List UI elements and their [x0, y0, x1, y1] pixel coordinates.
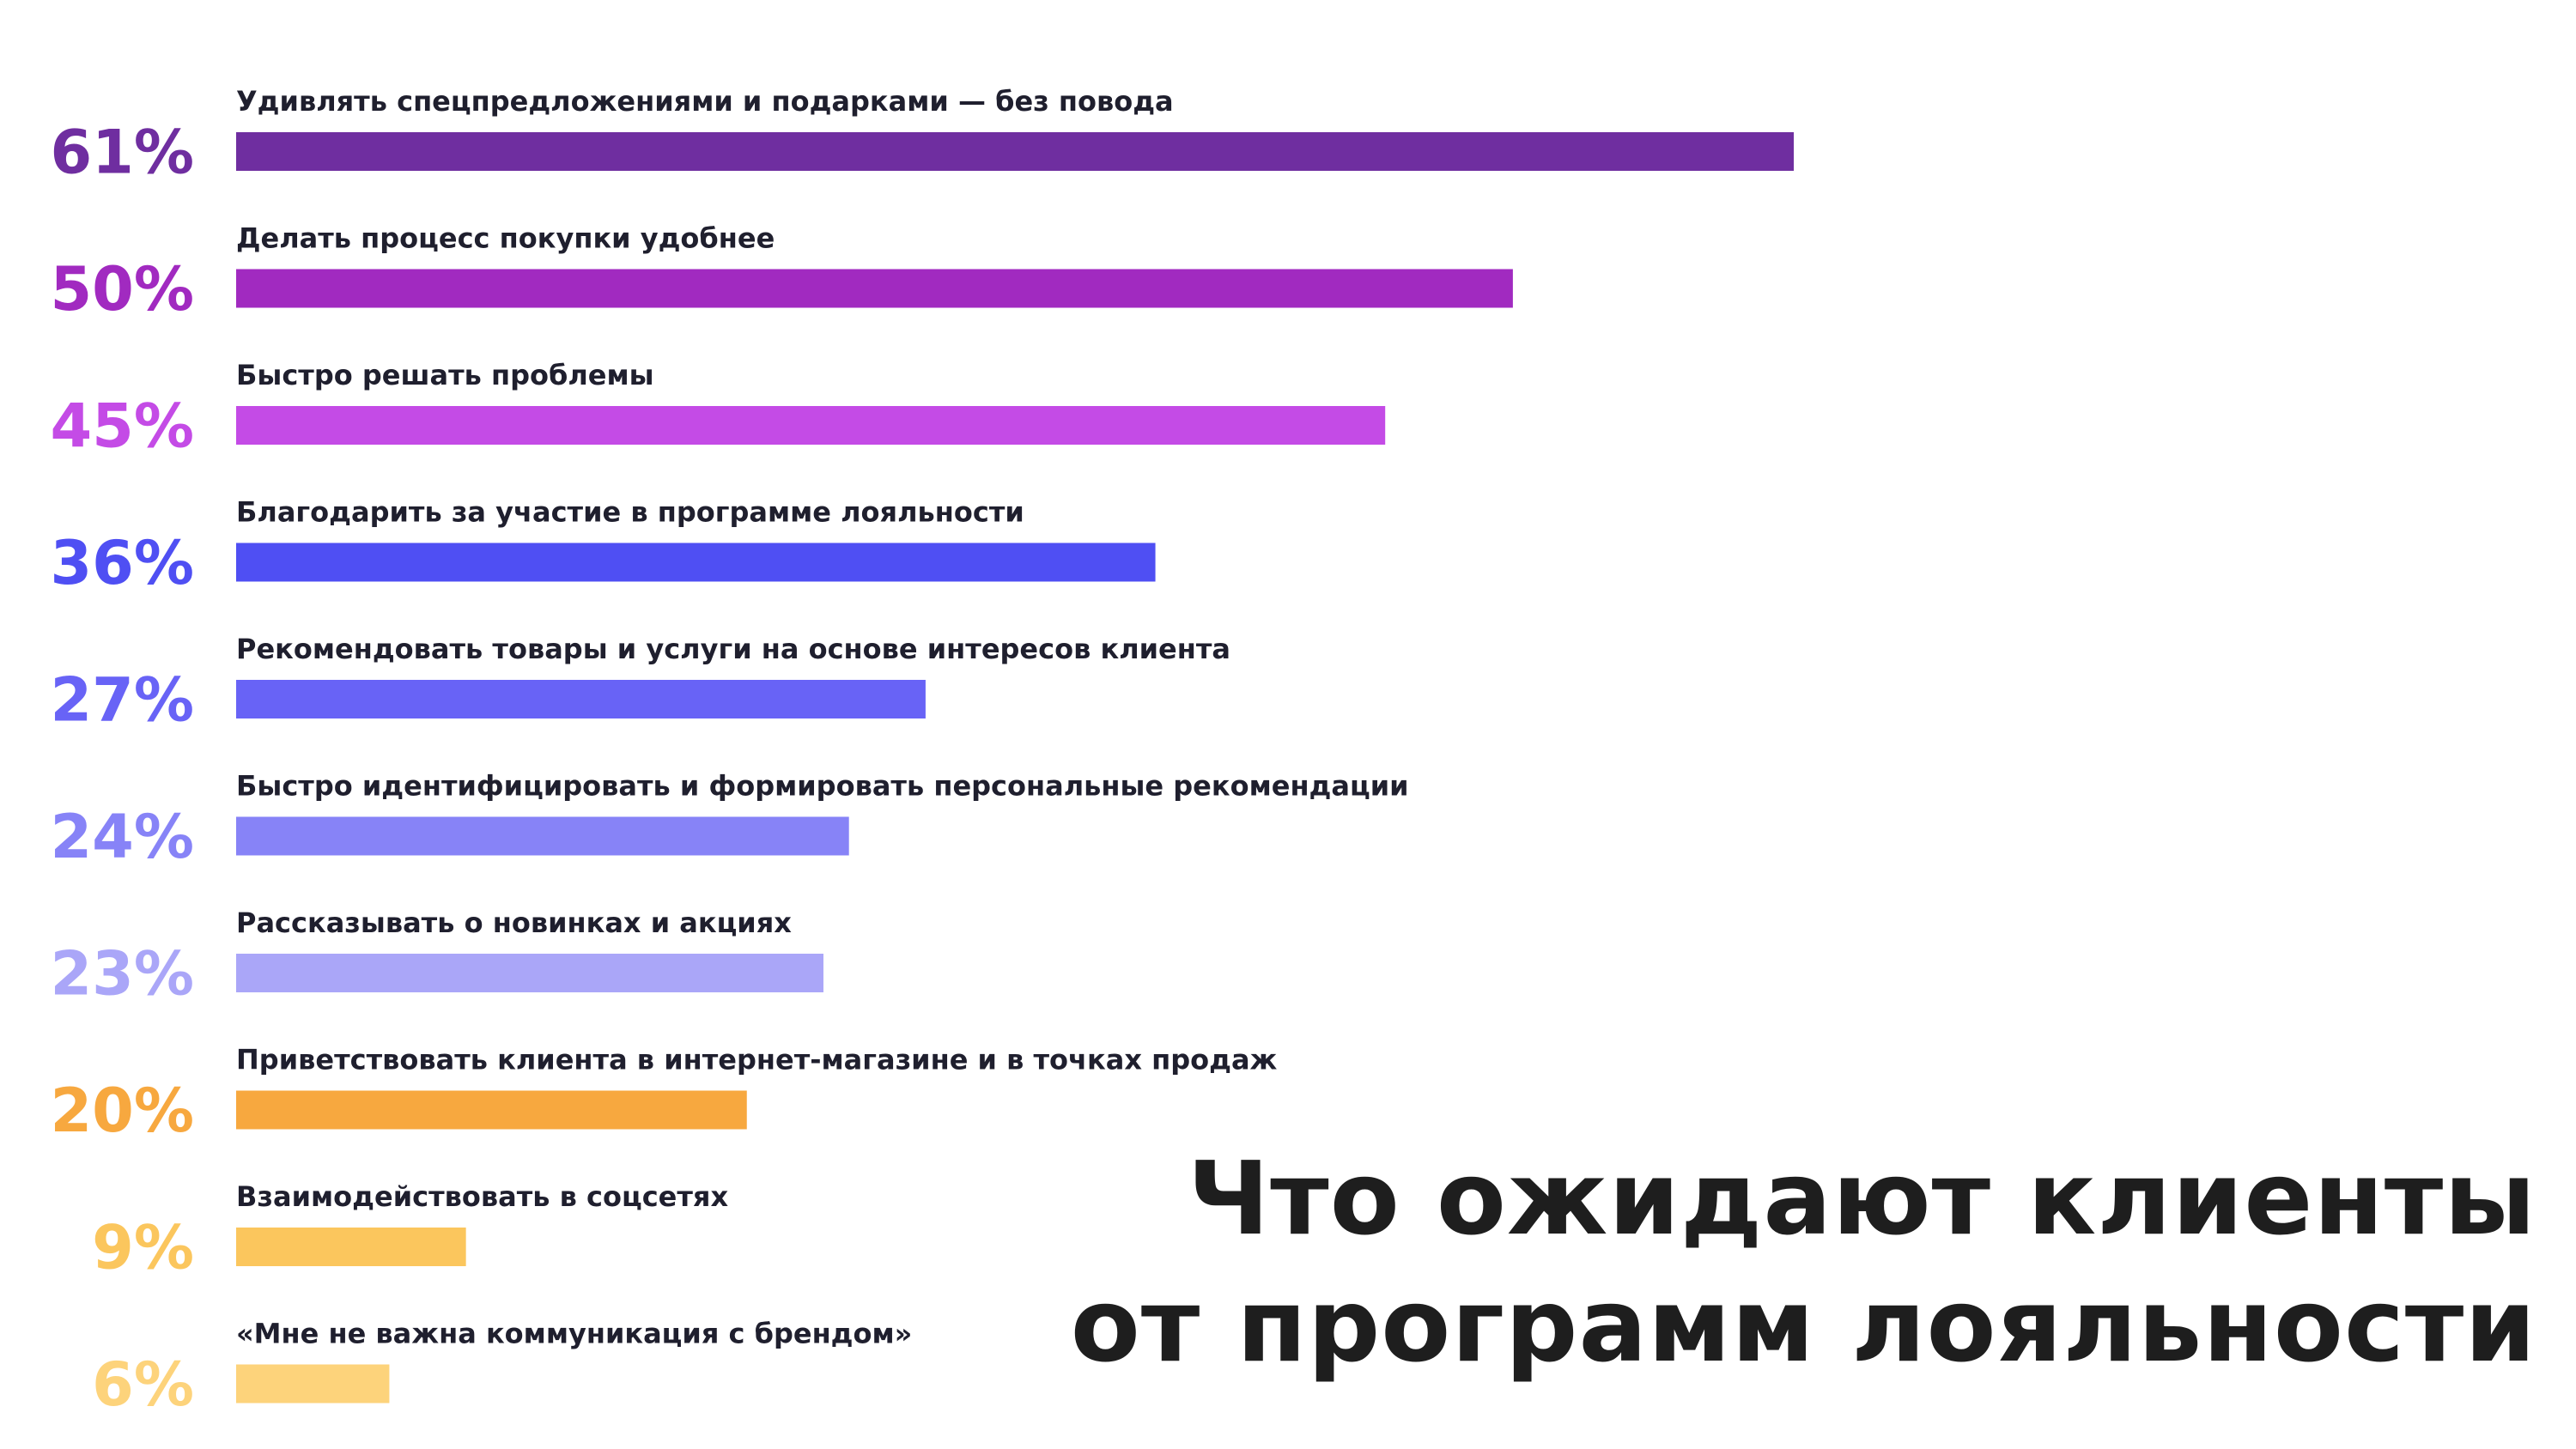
value-label: 50%	[50, 254, 194, 324]
value-label: 61%	[50, 118, 194, 188]
category-label: Взаимодействовать в соцсетях	[236, 1180, 728, 1213]
bar	[236, 406, 1386, 445]
category-label: Приветствовать клиента в интернет-магази…	[236, 1044, 1278, 1076]
category-label: Благодарить за участие в программе лояль…	[236, 496, 1024, 529]
category-label: Рассказывать о новинках и акциях	[236, 906, 792, 939]
category-label: Быстро решать проблемы	[236, 359, 654, 391]
category-label: Делать процесс покупки удобнее	[236, 222, 775, 255]
category-label: Рекомендовать товары и услуги на основе …	[236, 633, 1230, 665]
value-label: 24%	[50, 802, 194, 872]
bar	[236, 816, 849, 856]
bar	[236, 543, 1156, 582]
chart-title-line-1: Что ожидают клиенты	[1187, 1139, 2537, 1258]
chart-title-line-2: от программ лояльности	[1070, 1266, 2537, 1385]
value-label: 23%	[50, 939, 194, 1009]
chart-title: Что ожидают клиенты от программ лояльнос…	[991, 1135, 2537, 1389]
value-label: 9%	[92, 1213, 194, 1283]
value-label: 36%	[50, 528, 194, 598]
value-label: 20%	[50, 1076, 194, 1146]
value-label: 6%	[92, 1349, 194, 1420]
category-label: «Мне не важна коммуникация с брендом»	[236, 1318, 912, 1350]
category-label: Удивлять спецпредложениями и подарками —…	[236, 85, 1174, 118]
bar	[236, 680, 926, 718]
bar	[236, 1228, 466, 1266]
value-label: 27%	[50, 665, 194, 736]
bar	[236, 1090, 747, 1130]
value-label: 45%	[50, 391, 194, 462]
bar	[236, 132, 1794, 171]
bar	[236, 269, 1513, 308]
bar	[236, 1364, 390, 1404]
category-label: Быстро идентифицировать и формировать пе…	[236, 770, 1409, 803]
bar	[236, 954, 823, 992]
